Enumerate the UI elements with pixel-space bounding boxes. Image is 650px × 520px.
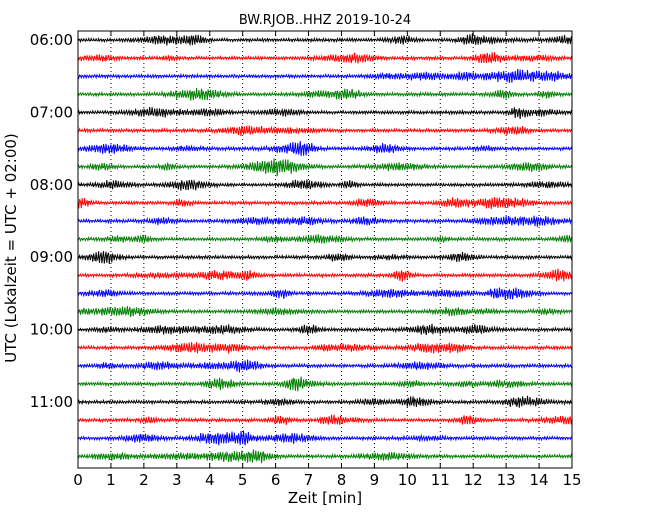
- trace-line: [77, 449, 573, 464]
- x-tick-label: 2: [139, 471, 149, 489]
- x-axis-label: Zeit [min]: [288, 489, 362, 507]
- x-tick-label: 11: [431, 471, 450, 489]
- x-tick-label: 8: [337, 471, 347, 489]
- y-axis: 06:00 07:00 08:00 09:00 10:00 11:00: [30, 31, 572, 411]
- trace-line: [77, 141, 573, 156]
- trace-line: [77, 125, 573, 136]
- x-tick-label: 10: [398, 471, 417, 489]
- trace-line: [77, 395, 573, 408]
- y-tick-label: 11:00: [30, 393, 73, 411]
- trace-line: [77, 33, 573, 46]
- trace-line: [77, 376, 573, 392]
- x-tick-label: 3: [172, 471, 182, 489]
- y-tick-label: 06:00: [30, 31, 73, 49]
- trace-line: [77, 414, 573, 425]
- trace-line: [77, 179, 573, 191]
- trace-line: [77, 234, 573, 244]
- trace-line: [77, 68, 573, 83]
- trace-line: [77, 287, 573, 300]
- trace-line: [77, 158, 573, 177]
- trace-line: [77, 359, 573, 373]
- plot-frame: [77, 30, 573, 469]
- y-axis-label: UTC (Lokalzeit = UTC + 02:00): [2, 133, 20, 363]
- trace-line: [77, 268, 573, 282]
- trace-line: [77, 430, 573, 446]
- x-tick-label: 6: [271, 471, 281, 489]
- x-tick-label: 0: [73, 471, 83, 489]
- y-tick-label: 07:00: [30, 103, 73, 121]
- y-tick-label: 10:00: [30, 321, 73, 339]
- trace-line: [77, 106, 573, 120]
- x-tick-label: 4: [205, 471, 215, 489]
- trace-line: [77, 323, 573, 336]
- trace-line: [77, 215, 573, 227]
- y-tick-label: 08:00: [30, 176, 73, 194]
- x-tick-label: 5: [238, 471, 248, 489]
- trace-line: [77, 251, 573, 265]
- x-tick-label: 13: [497, 471, 516, 489]
- y-tick-label: 09:00: [30, 248, 73, 266]
- chart-title: BW.RJOB..HHZ 2019-10-24: [239, 13, 411, 28]
- x-axis: 0 1 2 3 4 5 6 7 8 9 10 11 12 13 14 15: [73, 31, 582, 489]
- x-tick-label: 7: [304, 471, 314, 489]
- grid-lines: [110, 31, 540, 468]
- x-tick-label: 12: [464, 471, 483, 489]
- seismic-traces: [77, 33, 573, 464]
- x-tick-label: 15: [562, 471, 581, 489]
- trace-line: [77, 342, 573, 354]
- trace-line: [77, 196, 573, 210]
- x-tick-label: 9: [370, 471, 380, 489]
- trace-line: [77, 52, 573, 64]
- x-tick-label: 14: [530, 471, 549, 489]
- trace-line: [77, 87, 573, 101]
- trace-line: [77, 306, 573, 318]
- x-tick-label: 1: [106, 471, 116, 489]
